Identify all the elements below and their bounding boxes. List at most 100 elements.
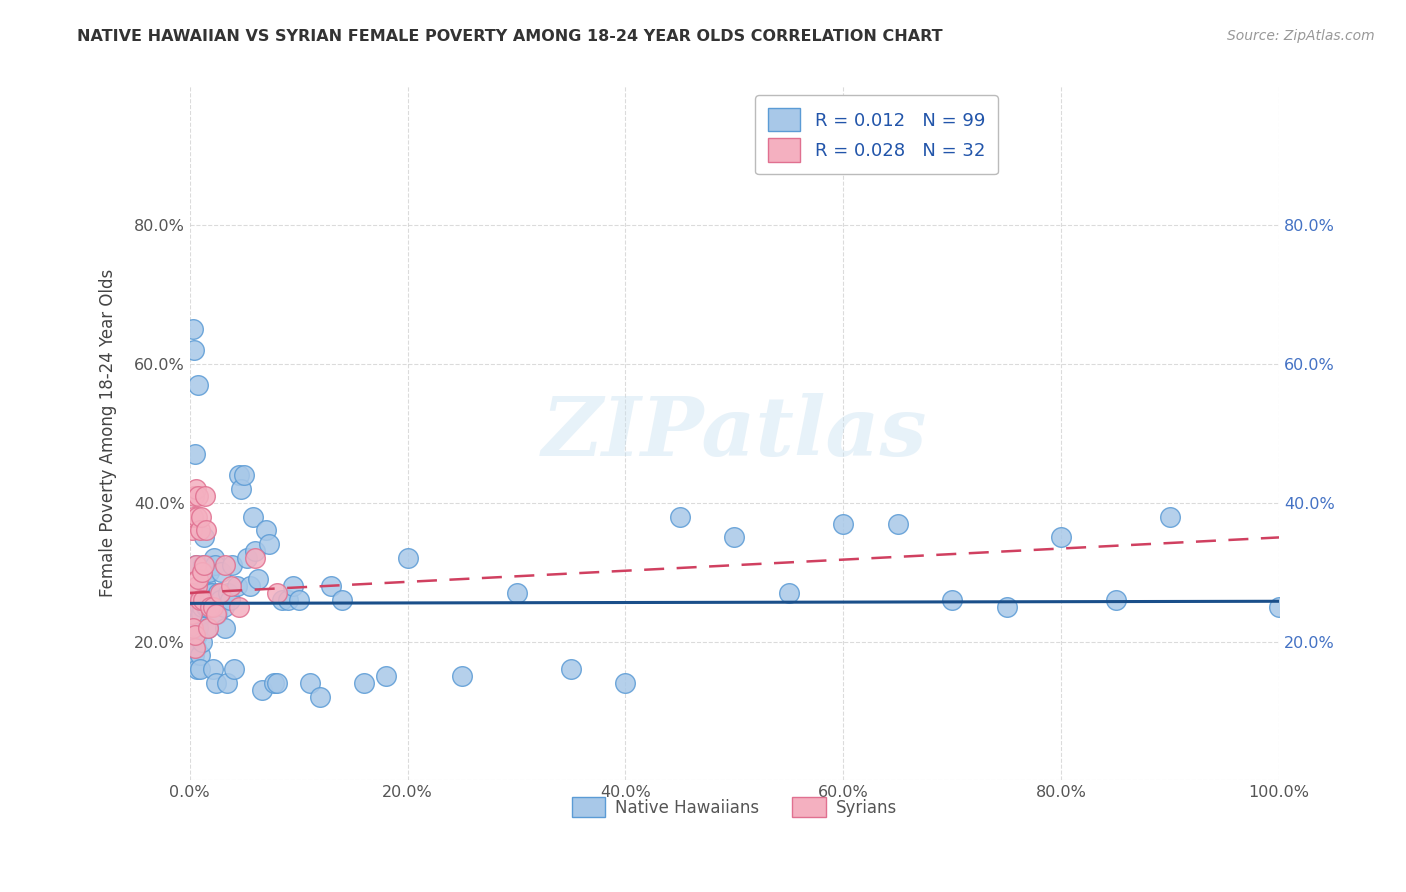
- Point: [181, 614, 204, 628]
- Point: [250, 683, 273, 698]
- Point: [191, 558, 214, 573]
- Point: [183, 489, 205, 503]
- Point: [187, 489, 209, 503]
- Point: [374, 669, 396, 683]
- Point: [217, 586, 239, 600]
- Point: [1268, 599, 1291, 614]
- Point: [614, 676, 637, 690]
- Point: [186, 579, 208, 593]
- Text: Source: ZipAtlas.com: Source: ZipAtlas.com: [1227, 29, 1375, 43]
- Point: [941, 593, 963, 607]
- Point: [266, 676, 288, 690]
- Point: [193, 586, 215, 600]
- Point: [1104, 593, 1126, 607]
- Point: [201, 599, 224, 614]
- Point: [832, 516, 855, 531]
- Point: [212, 599, 235, 614]
- Point: [224, 662, 246, 676]
- Legend: Native Hawaiians, Syrians: Native Hawaiians, Syrians: [565, 790, 904, 824]
- Point: [298, 676, 321, 690]
- Point: [309, 690, 332, 704]
- Point: [186, 599, 208, 614]
- Point: [181, 607, 204, 621]
- Point: [887, 516, 910, 531]
- Point: [205, 607, 228, 621]
- Point: [330, 593, 353, 607]
- Point: [188, 593, 211, 607]
- Point: [215, 676, 238, 690]
- Point: [190, 565, 212, 579]
- Point: [1159, 509, 1181, 524]
- Point: [180, 586, 202, 600]
- Point: [219, 593, 242, 607]
- Point: [239, 579, 262, 593]
- Point: [181, 599, 204, 614]
- Text: ZIPatlas: ZIPatlas: [541, 393, 927, 474]
- Point: [190, 586, 212, 600]
- Point: [243, 551, 266, 566]
- Point: [186, 627, 208, 641]
- Point: [247, 572, 270, 586]
- Point: [194, 489, 217, 503]
- Point: [254, 524, 277, 538]
- Point: [181, 607, 204, 621]
- Point: [195, 599, 218, 614]
- Point: [186, 509, 208, 524]
- Point: [266, 586, 288, 600]
- Point: [193, 530, 215, 544]
- Point: [259, 537, 281, 551]
- Point: [396, 551, 419, 566]
- Point: [205, 676, 228, 690]
- Point: [200, 599, 222, 614]
- Point: [204, 558, 226, 573]
- Point: [186, 558, 208, 573]
- Point: [184, 447, 207, 461]
- Point: [181, 509, 204, 524]
- Point: [219, 579, 242, 593]
- Point: [353, 676, 375, 690]
- Point: [236, 551, 259, 566]
- Point: [214, 621, 236, 635]
- Point: [181, 524, 204, 538]
- Point: [277, 593, 299, 607]
- Point: [233, 467, 256, 482]
- Point: [201, 662, 224, 676]
- Point: [190, 509, 212, 524]
- Point: [207, 586, 229, 600]
- Point: [209, 586, 232, 600]
- Point: [287, 593, 309, 607]
- Point: [271, 593, 294, 607]
- Point: [187, 614, 209, 628]
- Point: [181, 627, 204, 641]
- Point: [195, 558, 218, 573]
- Point: [191, 593, 214, 607]
- Point: [195, 524, 218, 538]
- Point: [214, 558, 236, 573]
- Point: [228, 599, 250, 614]
- Point: [200, 593, 222, 607]
- Point: [186, 586, 208, 600]
- Point: [188, 648, 211, 663]
- Point: [243, 544, 266, 558]
- Point: [190, 599, 212, 614]
- Point: [181, 621, 204, 635]
- Point: [200, 586, 222, 600]
- Point: [505, 586, 527, 600]
- Point: [194, 565, 217, 579]
- Point: [186, 662, 208, 676]
- Point: [188, 662, 211, 676]
- Point: [188, 599, 211, 614]
- Point: [198, 565, 221, 579]
- Point: [187, 377, 209, 392]
- Point: [184, 627, 207, 641]
- Point: [451, 669, 474, 683]
- Point: [180, 621, 202, 635]
- Point: [191, 593, 214, 607]
- Point: [560, 662, 582, 676]
- Point: [202, 551, 225, 566]
- Point: [180, 641, 202, 656]
- Point: [195, 599, 218, 614]
- Point: [184, 607, 207, 621]
- Point: [263, 676, 285, 690]
- Point: [186, 641, 208, 656]
